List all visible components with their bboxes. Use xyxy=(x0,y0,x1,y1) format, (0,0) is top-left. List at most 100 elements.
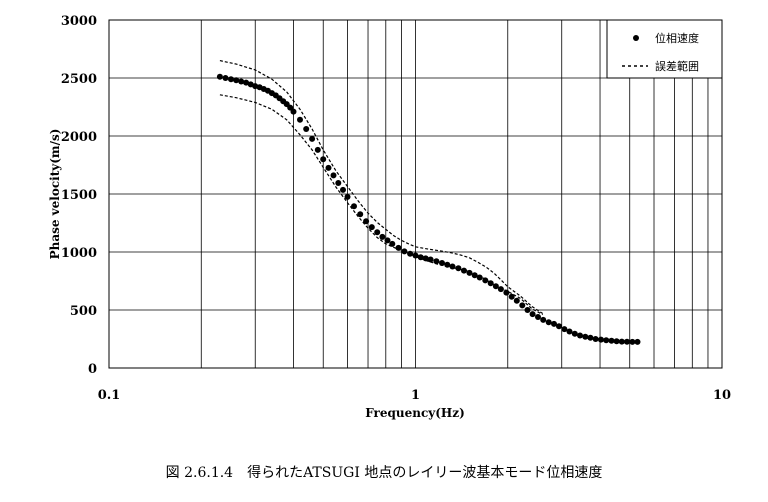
data-point xyxy=(417,254,424,261)
data-point xyxy=(427,256,434,263)
y-tick-label: 500 xyxy=(70,304,97,319)
data-point xyxy=(492,283,499,290)
data-point xyxy=(582,333,589,340)
y-tick-label: 3000 xyxy=(61,14,97,29)
data-point xyxy=(297,116,303,123)
data-point xyxy=(540,316,547,323)
data-point xyxy=(598,336,604,343)
y-tick-label: 1500 xyxy=(61,188,97,203)
data-point xyxy=(535,314,541,320)
y-tick-label: 2000 xyxy=(61,130,97,145)
data-point xyxy=(561,326,568,333)
error-range-upper-line xyxy=(219,60,544,315)
data-point xyxy=(556,323,562,330)
y-tick-label: 2500 xyxy=(61,72,97,87)
data-point xyxy=(508,293,515,300)
data-point xyxy=(566,328,573,335)
data-point xyxy=(422,255,429,262)
data-point xyxy=(384,237,391,244)
data-point xyxy=(344,193,351,200)
x-axis-label: Frequency(Hz) xyxy=(365,406,465,420)
data-point xyxy=(309,135,316,142)
plot-frame xyxy=(108,19,723,369)
data-point xyxy=(363,218,370,225)
legend-marker-phase-velocity xyxy=(633,35,639,41)
data-point xyxy=(603,337,610,344)
data-point xyxy=(290,108,297,115)
data-point xyxy=(519,302,526,309)
data-point xyxy=(439,260,445,266)
data-point xyxy=(320,156,327,163)
figure-caption: 図 2.6.1.4 得られたATSUGI 地点のレイリー波基本モード位相速度 xyxy=(165,465,603,481)
data-point xyxy=(592,336,599,342)
data-point xyxy=(455,265,462,272)
data-point xyxy=(449,263,456,270)
data-point xyxy=(407,250,414,257)
data-point xyxy=(433,258,440,265)
data-point xyxy=(325,164,332,171)
data-point xyxy=(287,104,294,111)
data-point xyxy=(503,289,510,296)
y-tick-label: 1000 xyxy=(61,246,97,261)
data-point xyxy=(476,274,483,281)
y-axis-label: Phase velocity(m/s) xyxy=(48,129,62,260)
data-point xyxy=(357,211,364,218)
data-point xyxy=(330,172,337,179)
data-points xyxy=(216,73,641,345)
data-point xyxy=(545,319,552,326)
data-point xyxy=(608,337,615,344)
y-tick-labels: 0 500 1000 1500 2000 2500 3000 xyxy=(61,14,97,377)
x-tick-label: 0.1 xyxy=(98,388,121,403)
data-point xyxy=(587,334,594,341)
legend-label-phase-velocity: 位相速度 xyxy=(655,31,699,45)
x-tick-labels: 0.1 1 10 xyxy=(98,388,731,403)
data-point xyxy=(571,330,578,337)
data-point xyxy=(228,76,234,83)
data-point xyxy=(374,229,381,236)
data-point xyxy=(247,81,254,88)
data-point xyxy=(629,338,636,345)
data-point xyxy=(487,280,494,287)
data-point xyxy=(379,233,386,240)
data-point xyxy=(634,338,641,345)
data-point xyxy=(335,180,342,186)
data-point xyxy=(461,267,467,274)
data-point xyxy=(412,252,419,259)
data-point xyxy=(222,75,229,81)
data-point xyxy=(340,186,346,193)
data-point xyxy=(216,73,223,80)
x-tick-label: 10 xyxy=(713,388,731,403)
data-point xyxy=(551,320,557,327)
data-point xyxy=(314,146,321,153)
data-point xyxy=(233,77,240,84)
data-point xyxy=(482,277,489,284)
legend-label-error-range: 誤差範囲 xyxy=(655,59,699,73)
data-point xyxy=(395,244,402,251)
data-point xyxy=(401,248,408,255)
data-point xyxy=(368,224,375,231)
grid-lines xyxy=(109,19,722,369)
error-range-lower-line xyxy=(219,94,543,316)
data-point xyxy=(577,332,583,339)
data-point xyxy=(303,126,310,132)
data-point xyxy=(351,203,357,210)
data-point xyxy=(466,269,473,276)
error-range-lines xyxy=(219,60,544,316)
data-point xyxy=(243,79,250,86)
data-point xyxy=(524,307,531,313)
phase-velocity-chart: 0 500 1000 1500 2000 2500 3000 0.1 1 10 Phase ve… xyxy=(48,14,731,420)
data-point xyxy=(238,78,245,85)
data-point xyxy=(529,311,536,318)
data-point xyxy=(471,272,478,279)
data-point xyxy=(389,240,396,247)
data-point xyxy=(613,338,620,345)
data-point xyxy=(618,338,625,345)
data-point xyxy=(444,261,451,268)
data-point xyxy=(513,297,520,304)
y-tick-label: 0 xyxy=(88,362,97,377)
data-point xyxy=(624,338,630,345)
legend-box xyxy=(606,19,723,79)
data-point xyxy=(497,286,504,293)
legend: 位相速度 誤差範囲 xyxy=(606,19,723,79)
x-tick-label: 1 xyxy=(411,388,420,403)
